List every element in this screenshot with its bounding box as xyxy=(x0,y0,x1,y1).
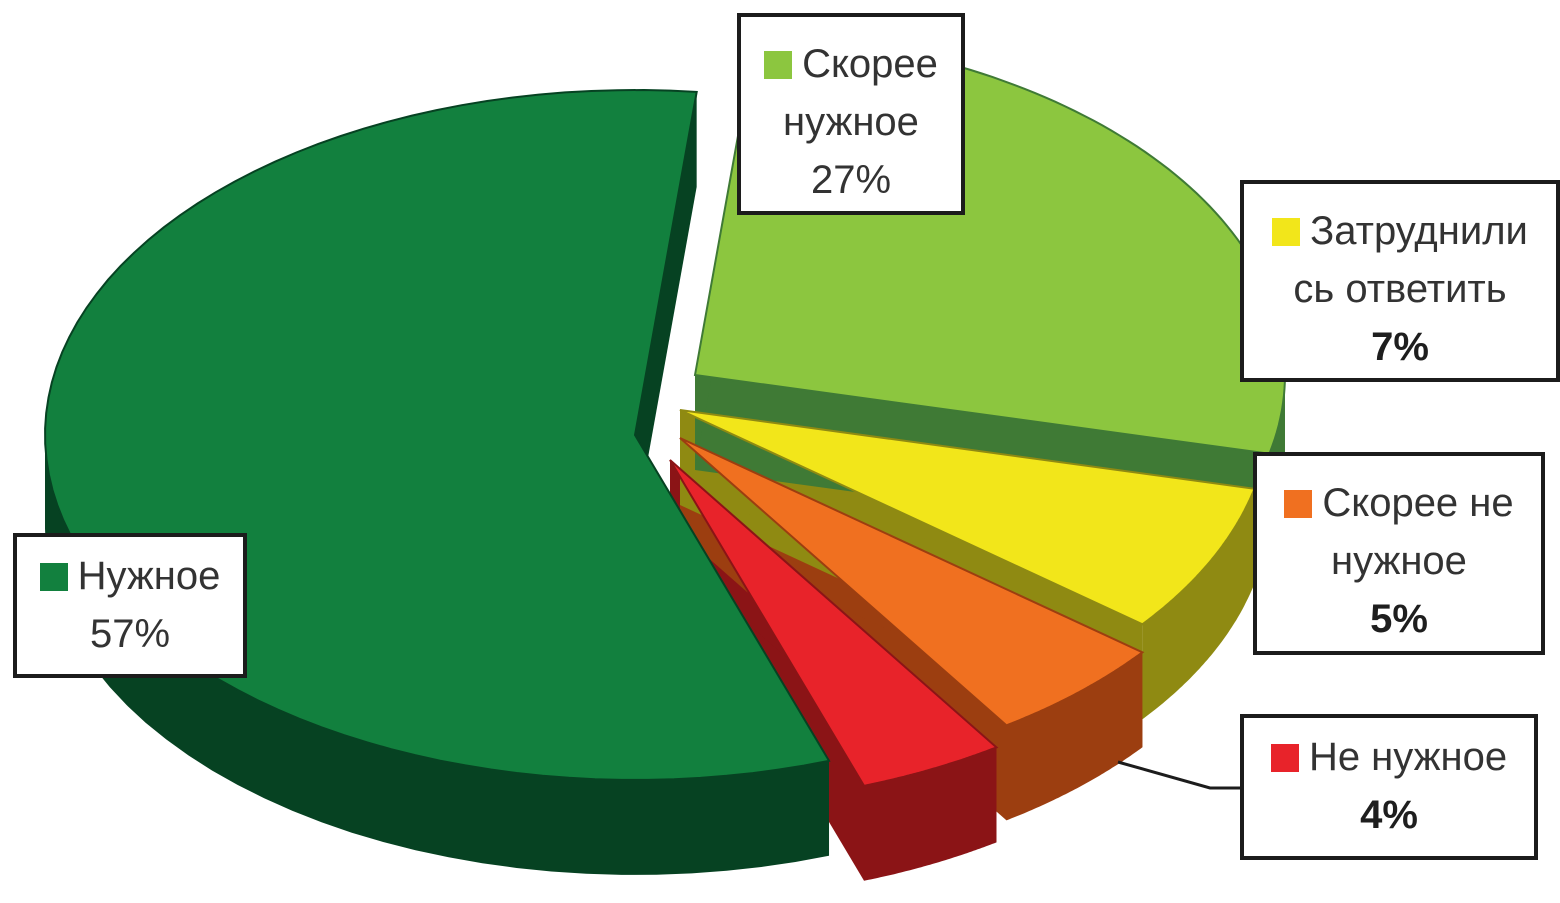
slice-label-0: Скорее нужное 27% xyxy=(737,13,965,215)
slice-label-4: Нужное 57% xyxy=(13,533,247,678)
slice-label-text: нужное xyxy=(1267,532,1531,590)
pie-slice-3 xyxy=(669,459,999,787)
leader-lines xyxy=(1117,760,1240,790)
legend-swatch-icon xyxy=(764,51,793,79)
slice-percent: 4% xyxy=(1360,793,1418,837)
slice-label-line: сь ответить xyxy=(1293,267,1507,311)
legend-swatch-icon xyxy=(1270,744,1299,772)
slice-label-text: нужное xyxy=(751,93,951,151)
legend-swatch-icon xyxy=(39,563,68,591)
legend-swatch-icon xyxy=(1284,490,1313,518)
slice-label-line: Скорее не xyxy=(1322,481,1514,525)
slice-label-text: сь ответить xyxy=(1254,260,1546,318)
slice-label-2: Скорее не нужное 5% xyxy=(1253,452,1545,655)
slice-label-text: Скорее xyxy=(751,35,951,93)
slice-label-line: Затруднили xyxy=(1310,209,1528,253)
slice-side-4 xyxy=(45,433,829,875)
slice-label-text: Не нужное xyxy=(1254,728,1524,786)
slice-label-line: нужное xyxy=(783,100,919,144)
slice-percent: 7% xyxy=(1371,325,1429,369)
slice-percent: 5% xyxy=(1370,597,1428,641)
slice-label-line: Нужное xyxy=(77,554,221,598)
slice-label-text: Скорее не xyxy=(1267,474,1531,532)
slice-wall-4-1 xyxy=(635,91,697,530)
pie-slice-1 xyxy=(679,409,1256,626)
slice-label-line: Не нужное xyxy=(1308,735,1508,779)
slice-label-line: Скорее xyxy=(802,42,938,86)
slice-label-line: нужное xyxy=(1331,539,1467,583)
slice-percent: 57% xyxy=(89,612,171,656)
slice-label-3: Не нужное 4% xyxy=(1240,714,1538,860)
slice-side-1 xyxy=(1142,488,1255,720)
slice-label-text: Нужное xyxy=(27,547,233,605)
slice-side-2 xyxy=(1006,652,1143,821)
slice-side-3 xyxy=(864,747,997,881)
pie-slice-2 xyxy=(679,437,1145,727)
slice-percent: 27% xyxy=(810,158,892,202)
legend-swatch-icon xyxy=(1272,218,1301,246)
leader-line-ne-nuzhnoe xyxy=(1117,760,1240,790)
slice-label-text: Затруднили xyxy=(1254,202,1546,260)
slice-label-1: Затруднили сь ответить 7% xyxy=(1240,180,1560,382)
